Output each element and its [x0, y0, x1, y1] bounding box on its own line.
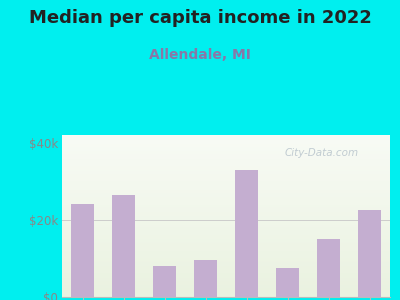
Bar: [112, 195, 135, 297]
Bar: [276, 268, 299, 297]
Bar: [358, 210, 381, 297]
Bar: [317, 239, 340, 297]
Text: City-Data.com: City-Data.com: [285, 148, 359, 158]
Bar: [194, 260, 217, 297]
Bar: [153, 266, 176, 297]
Text: Allendale, MI: Allendale, MI: [149, 48, 251, 62]
Text: Median per capita income in 2022: Median per capita income in 2022: [28, 9, 372, 27]
Bar: [71, 204, 94, 297]
Bar: [235, 170, 258, 297]
